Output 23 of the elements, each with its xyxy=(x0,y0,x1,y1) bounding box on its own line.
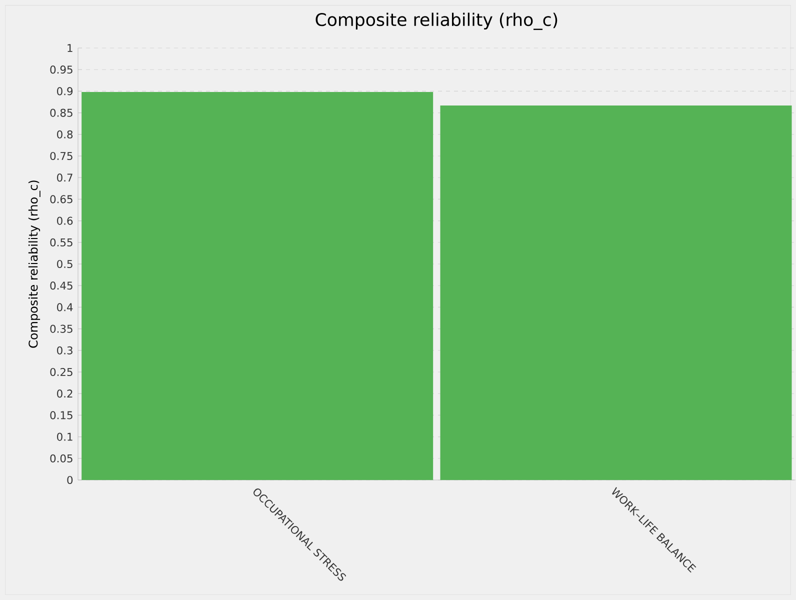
y-tick-label: 0.4 xyxy=(57,303,73,312)
y-tick-label: 0.6 xyxy=(57,216,73,225)
y-tick-label: 0.45 xyxy=(50,282,72,290)
y-tick-label: 0.9 xyxy=(57,87,73,96)
y-tick-label: 0.95 xyxy=(50,66,72,74)
y-tick-label: 0.55 xyxy=(50,238,72,246)
y-tick-label: 0.3 xyxy=(57,346,72,354)
y-tick-label: 0.75 xyxy=(50,152,72,160)
y-tick-label: 0.65 xyxy=(50,195,72,204)
y-axis-title: Composite reliability (rho_c) xyxy=(28,180,40,348)
y-tick-label: 0.2 xyxy=(57,390,72,398)
y-tick-label: 0.35 xyxy=(50,324,72,333)
y-tick-label: 0.25 xyxy=(50,368,72,376)
y-tick-label: 0.5 xyxy=(57,260,72,268)
y-tick-label: 0.8 xyxy=(57,130,73,138)
y-tick-label: 0.85 xyxy=(50,108,72,117)
y-tick-label: 0.05 xyxy=(50,454,72,462)
y-tick-label: 0.1 xyxy=(57,432,72,441)
y-tick-label: 0.15 xyxy=(50,411,72,420)
y-tick-label: 0.7 xyxy=(57,174,72,182)
y-tick-label: 0 xyxy=(67,476,73,484)
chart-title: Composite reliability (rho_c) xyxy=(316,12,558,30)
y-tick-label: 1 xyxy=(68,44,72,52)
